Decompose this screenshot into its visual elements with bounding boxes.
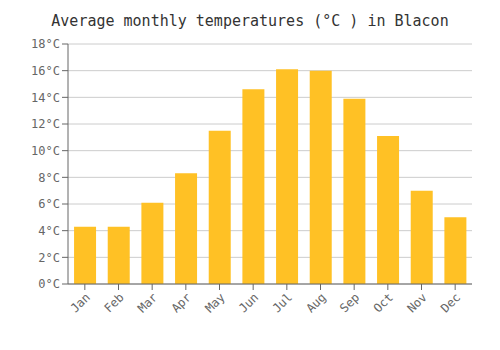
svg-text:12°C: 12°C [31,117,60,131]
svg-text:Mar: Mar [135,290,160,315]
svg-text:0°C: 0°C [38,277,60,291]
svg-text:18°C: 18°C [31,37,60,51]
svg-text:Sep: Sep [337,290,362,315]
svg-text:Aug: Aug [303,290,328,315]
svg-text:14°C: 14°C [31,91,60,105]
svg-text:Jul: Jul [270,290,295,315]
svg-text:Jun: Jun [236,290,261,315]
svg-text:8°C: 8°C [38,171,60,185]
svg-text:6°C: 6°C [38,197,60,211]
svg-text:Jan: Jan [68,290,93,315]
svg-text:Nov: Nov [404,290,429,315]
svg-text:Apr: Apr [169,290,194,315]
svg-text:Oct: Oct [371,290,396,315]
svg-text:Feb: Feb [101,290,126,315]
svg-text:Dec: Dec [438,290,463,315]
svg-text:May: May [202,290,227,315]
html-text:Average monthly temperatures (: Average monthly temperatures (°C ) in Bl… [51,12,449,30]
svg-text:4°C: 4°C [38,224,60,238]
svg-text:16°C: 16°C [31,64,60,78]
svg-text:10°C: 10°C [31,144,60,158]
svg-text:2°C: 2°C [38,251,60,265]
